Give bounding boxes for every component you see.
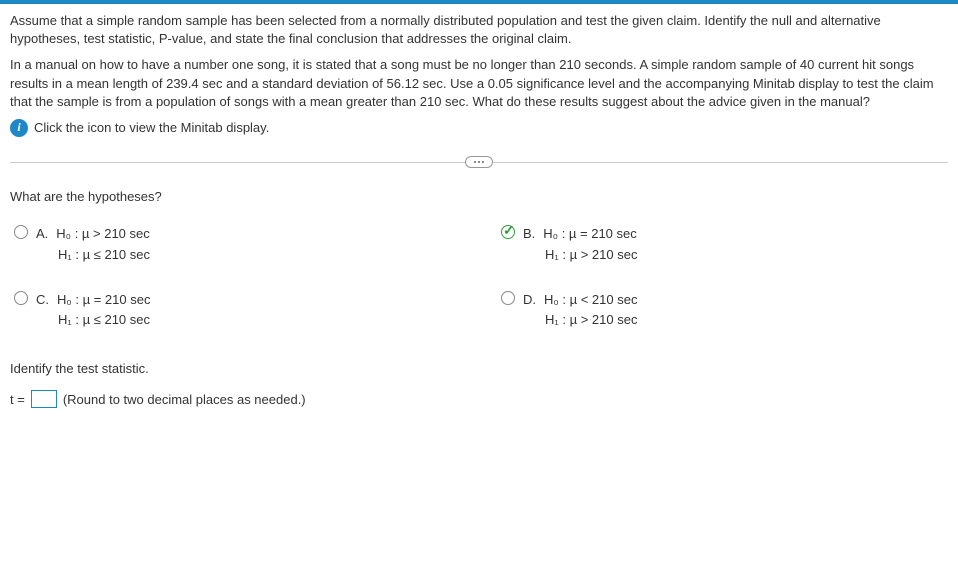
info-link-text[interactable]: Click the icon to view the Minitab displ… [34, 120, 269, 135]
problem-body: In a manual on how to have a number one … [10, 56, 948, 111]
minitab-link-row[interactable]: i Click the icon to view the Minitab dis… [10, 119, 948, 137]
option-a-letter: A. [36, 226, 48, 241]
radio-a[interactable] [14, 225, 28, 239]
problem-content: Assume that a simple random sample has b… [0, 4, 958, 416]
option-a-body: A. H₀ : µ > 210 sec H₁ : µ ≤ 210 sec [36, 224, 150, 266]
option-c-h1: H₁ : µ ≤ 210 sec [36, 310, 150, 331]
option-c-h0: H₀ : µ = 210 sec [57, 292, 150, 307]
options-grid: A. H₀ : µ > 210 sec H₁ : µ ≤ 210 sec B. H₀… [10, 224, 948, 331]
problem-intro: Assume that a simple random sample has b… [10, 12, 948, 48]
test-statistic-input[interactable] [31, 390, 57, 408]
option-c[interactable]: C. H₀ : µ = 210 sec H₁ : µ ≤ 210 sec [14, 290, 461, 332]
option-b-h1: H₁ : µ > 210 sec [523, 245, 637, 266]
option-a-h0: H₀ : µ > 210 sec [56, 226, 149, 241]
test-statistic-row: t = (Round to two decimal places as need… [10, 390, 948, 408]
option-b-h0: H₀ : µ = 210 sec [543, 226, 636, 241]
identify-test-statistic: Identify the test statistic. [10, 361, 948, 376]
radio-b[interactable] [501, 225, 515, 239]
option-d-h0: H₀ : µ < 210 sec [544, 292, 637, 307]
option-d-h1: H₁ : µ > 210 sec [523, 310, 637, 331]
option-a[interactable]: A. H₀ : µ > 210 sec H₁ : µ ≤ 210 sec [14, 224, 461, 266]
radio-d[interactable] [501, 291, 515, 305]
option-b-letter: B. [523, 226, 535, 241]
option-b[interactable]: B. H₀ : µ = 210 sec H₁ : µ > 210 sec [501, 224, 948, 266]
option-c-letter: C. [36, 292, 49, 307]
expand-pill[interactable] [465, 156, 493, 168]
section-divider [10, 155, 948, 169]
option-c-body: C. H₀ : µ = 210 sec H₁ : µ ≤ 210 sec [36, 290, 150, 332]
radio-c[interactable] [14, 291, 28, 305]
info-icon[interactable]: i [10, 119, 28, 137]
option-d[interactable]: D. H₀ : µ < 210 sec H₁ : µ > 210 sec [501, 290, 948, 332]
option-b-body: B. H₀ : µ = 210 sec H₁ : µ > 210 sec [523, 224, 637, 266]
option-d-letter: D. [523, 292, 536, 307]
option-a-h1: H₁ : µ ≤ 210 sec [36, 245, 150, 266]
statistic-prefix: t = [10, 392, 25, 407]
rounding-hint: (Round to two decimal places as needed.) [63, 392, 306, 407]
option-d-body: D. H₀ : µ < 210 sec H₁ : µ > 210 sec [523, 290, 637, 332]
hypotheses-question: What are the hypotheses? [10, 189, 948, 204]
